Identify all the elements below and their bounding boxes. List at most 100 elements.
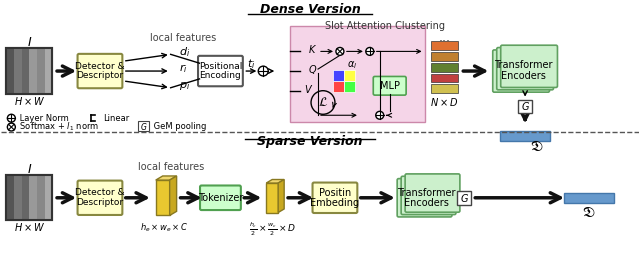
Circle shape — [376, 111, 384, 119]
Text: local features: local features — [138, 162, 204, 172]
Bar — [6, 175, 52, 220]
Bar — [45, 175, 52, 220]
Circle shape — [8, 114, 15, 122]
Bar — [500, 131, 550, 141]
Text: Slot Attention Clustering: Slot Attention Clustering — [324, 21, 445, 31]
Bar — [45, 49, 52, 94]
Bar — [22, 49, 29, 94]
Bar — [344, 70, 355, 81]
Text: Detector &: Detector & — [75, 62, 125, 71]
Text: $V$: $V$ — [304, 83, 314, 95]
Polygon shape — [170, 176, 177, 215]
FancyBboxPatch shape — [401, 176, 456, 215]
Text: $h_e \times w_e \times C$: $h_e \times w_e \times C$ — [140, 222, 188, 234]
FancyBboxPatch shape — [497, 48, 554, 90]
Circle shape — [8, 123, 15, 131]
Text: Transformer: Transformer — [397, 188, 456, 198]
Text: $G$: $G$ — [140, 121, 148, 131]
Text: Descriptor: Descriptor — [76, 72, 124, 81]
FancyBboxPatch shape — [77, 54, 122, 88]
Bar — [37, 175, 45, 220]
FancyBboxPatch shape — [500, 45, 557, 87]
Text: $\alpha_l$: $\alpha_l$ — [347, 59, 357, 71]
Bar — [14, 175, 22, 220]
Circle shape — [336, 48, 344, 55]
Bar — [290, 26, 424, 122]
Text: Encoding: Encoding — [200, 72, 241, 81]
Bar — [458, 191, 471, 205]
Text: Encoders: Encoders — [404, 198, 449, 208]
Text: Tokenizer: Tokenizer — [198, 193, 243, 203]
Text: MLP: MLP — [380, 81, 400, 91]
Text: Encoders: Encoders — [500, 71, 545, 81]
Text: GeM pooling: GeM pooling — [151, 121, 206, 131]
FancyBboxPatch shape — [200, 186, 241, 210]
Bar — [6, 175, 52, 220]
Bar — [431, 63, 458, 72]
Circle shape — [259, 66, 268, 76]
Text: $N \times D$: $N \times D$ — [430, 96, 459, 109]
Bar — [29, 175, 37, 220]
Text: Positin: Positin — [319, 188, 351, 198]
Bar — [29, 49, 37, 94]
Text: $\mathfrak{D}$: $\mathfrak{D}$ — [582, 206, 595, 220]
Text: Dense Version: Dense Version — [260, 3, 360, 16]
Bar — [344, 81, 355, 92]
Text: Embeding: Embeding — [310, 198, 360, 208]
Bar — [22, 175, 29, 220]
FancyBboxPatch shape — [198, 56, 243, 86]
Bar — [156, 180, 170, 215]
Text: $\mathfrak{D}$: $\mathfrak{D}$ — [531, 140, 544, 154]
Text: Transformer: Transformer — [494, 60, 552, 70]
Bar — [564, 193, 614, 203]
Bar — [333, 70, 344, 81]
Text: Softmax + $l_1$ norm: Softmax + $l_1$ norm — [17, 121, 100, 133]
Text: Detector &: Detector & — [75, 188, 125, 197]
Bar — [431, 41, 458, 50]
Bar — [14, 49, 22, 94]
FancyBboxPatch shape — [397, 179, 452, 217]
Text: Descriptor: Descriptor — [76, 198, 124, 207]
Text: $H \times W$: $H \times W$ — [13, 95, 45, 106]
Bar — [333, 81, 344, 92]
Bar — [431, 52, 458, 61]
Circle shape — [366, 48, 374, 55]
Text: $t_i$: $t_i$ — [247, 57, 255, 71]
Text: $\frac{h_c}{2} \times \frac{w_c}{2} \times D$: $\frac{h_c}{2} \times \frac{w_c}{2} \tim… — [248, 220, 296, 238]
Text: local features: local features — [150, 33, 217, 43]
Text: $H \times W$: $H \times W$ — [13, 221, 45, 233]
Bar — [518, 100, 532, 113]
Text: ...: ... — [438, 31, 451, 44]
Text: Linear: Linear — [103, 114, 129, 123]
Text: $I$: $I$ — [27, 163, 32, 176]
Text: $r_i$: $r_i$ — [179, 63, 188, 76]
Text: Positional: Positional — [199, 62, 242, 71]
Bar — [431, 73, 458, 82]
Bar — [37, 49, 45, 94]
Text: $p_i$: $p_i$ — [179, 80, 190, 92]
Bar — [138, 121, 149, 131]
Polygon shape — [278, 180, 284, 213]
Text: $K$: $K$ — [308, 44, 317, 55]
Bar — [6, 175, 14, 220]
FancyBboxPatch shape — [312, 182, 357, 213]
Bar — [431, 84, 458, 93]
FancyBboxPatch shape — [493, 50, 550, 92]
FancyBboxPatch shape — [373, 77, 406, 95]
Text: $G$: $G$ — [460, 192, 469, 204]
FancyBboxPatch shape — [405, 174, 460, 212]
Bar — [6, 49, 52, 94]
Text: Sparse Version: Sparse Version — [257, 135, 363, 148]
Text: Layer Norm: Layer Norm — [17, 114, 69, 123]
Polygon shape — [156, 176, 177, 180]
Bar — [6, 49, 14, 94]
Bar — [6, 49, 52, 94]
FancyBboxPatch shape — [77, 181, 122, 215]
Polygon shape — [266, 180, 284, 183]
Text: $G$: $G$ — [520, 100, 530, 112]
Text: $Q$: $Q$ — [308, 63, 317, 76]
Text: $\mathcal{L}$: $\mathcal{L}$ — [318, 96, 328, 109]
Text: $I$: $I$ — [27, 36, 32, 49]
Bar — [266, 183, 278, 213]
Text: $d_i$: $d_i$ — [179, 45, 190, 59]
